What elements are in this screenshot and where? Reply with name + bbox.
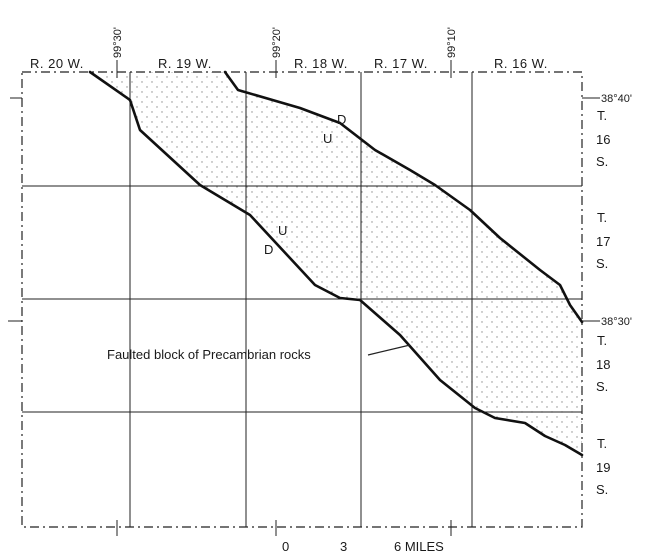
township-18-num: 18: [596, 357, 610, 372]
lower-fault-down-label: D: [264, 242, 273, 257]
township-16-t: T.: [597, 108, 607, 123]
township-17-s: S.: [596, 256, 608, 271]
range-label-19w: R. 19 W.: [158, 56, 212, 71]
upper-fault-down-label: D: [337, 112, 346, 127]
range-label-18w: R. 18 W.: [294, 56, 348, 71]
range-label-17w: R. 17 W.: [374, 56, 428, 71]
township-18-s: S.: [596, 379, 608, 394]
lower-fault-up-label: U: [278, 223, 287, 238]
township-17-num: 17: [596, 234, 610, 249]
upper-fault-up-label: U: [323, 131, 332, 146]
township-16-s: S.: [596, 154, 608, 169]
block-label-leader: [368, 345, 410, 355]
township-17-t: T.: [597, 210, 607, 225]
range-labels: R. 20 W. R. 19 W. R. 18 W. R. 17 W. R. 1…: [30, 56, 548, 71]
range-label-16w: R. 16 W.: [494, 56, 548, 71]
township-19-t: T.: [597, 436, 607, 451]
scale-tick-0: 0: [282, 539, 289, 554]
township-16-num: 16: [596, 132, 610, 147]
longitude-99-20: 99°20': [271, 27, 283, 58]
latitude-38-40: 38°40': [601, 93, 632, 105]
longitude-99-30: 99°30': [112, 27, 124, 58]
scale-bar: 0 3 6 MILES: [282, 539, 444, 554]
scale-tick-3: 3: [340, 539, 347, 554]
range-label-20w: R. 20 W.: [30, 56, 84, 71]
latitude-38-30: 38°30': [601, 316, 632, 328]
township-18-t: T.: [597, 333, 607, 348]
township-19-num: 19: [596, 460, 610, 475]
precambrian-block-label: Faulted block of Precambrian rocks: [107, 347, 311, 362]
longitude-99-10: 99°10': [446, 27, 458, 58]
township-19-s: S.: [596, 482, 608, 497]
scale-tick-6-miles: 6 MILES: [394, 539, 444, 554]
precambrian-block-area: [90, 72, 582, 450]
township-labels: T. 16 S. T. 17 S. T. 18 S. T. 19 S.: [596, 108, 610, 497]
